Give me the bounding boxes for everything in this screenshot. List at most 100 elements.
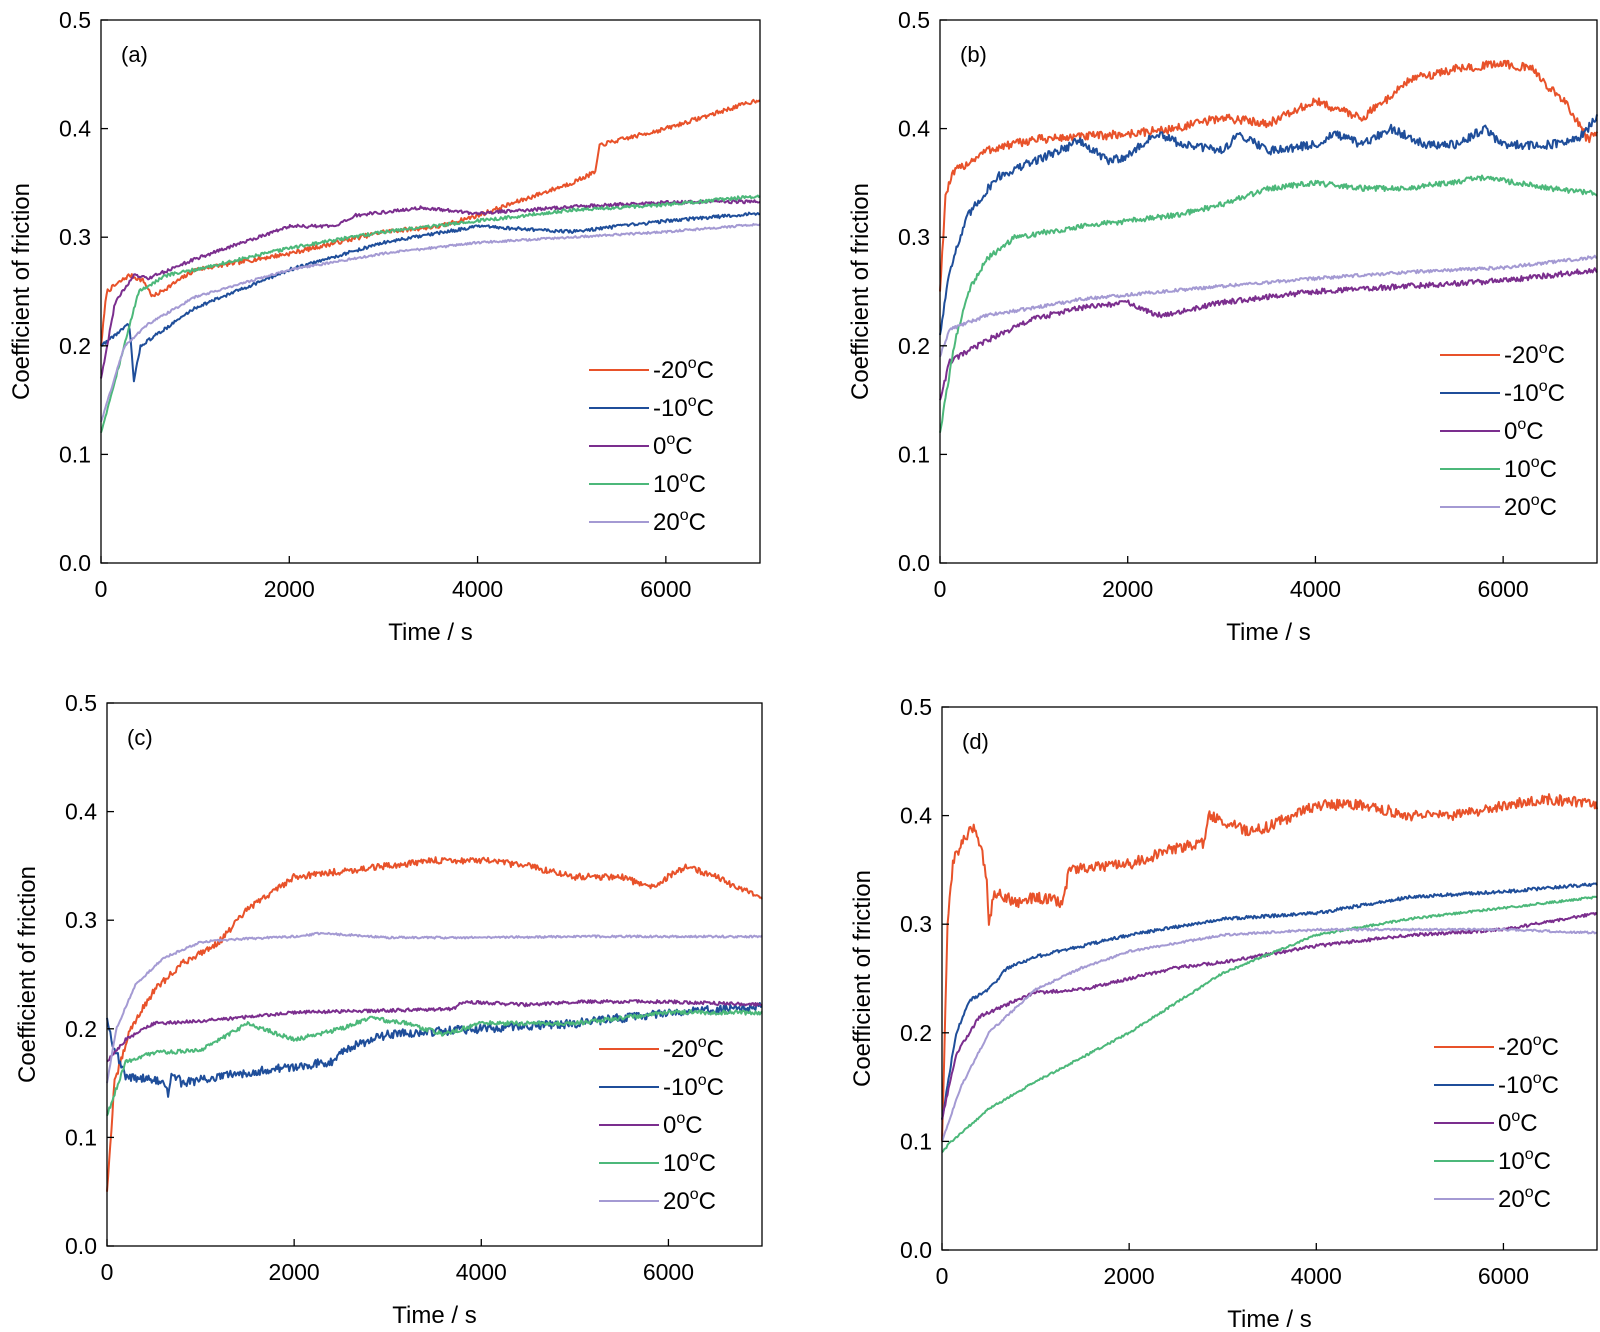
plot-frame (941, 706, 1598, 1251)
x-axis-label: Time / s (388, 619, 472, 646)
legend-entry: -20oC (1498, 1032, 1559, 1061)
legend-entry: 0oC (1504, 416, 1544, 445)
x-tick-label: 6000 (1478, 1263, 1529, 1289)
y-tick-label: 0.0 (59, 550, 91, 576)
y-tick-label: 0.3 (65, 907, 97, 933)
y-tick-label: 0.2 (898, 333, 930, 359)
y-tick-label: 0.5 (898, 7, 930, 33)
y-axis-label: Coefficient of friction (847, 183, 874, 400)
legend-entry: -10oC (1504, 378, 1565, 407)
legend-entry: 0oC (663, 1110, 703, 1139)
y-tick-label: 0.4 (59, 116, 91, 142)
x-tick-label: 4000 (1290, 576, 1341, 602)
panel-label: (c) (127, 725, 153, 750)
y-tick-label: 0.0 (900, 1237, 932, 1263)
y-tick-label: 0.5 (59, 7, 91, 33)
legend-entry: 20oC (1498, 1184, 1551, 1213)
legend: -20oC -10oC 0oC 10oC 20oC (1440, 340, 1565, 521)
x-tick-label: 4000 (1291, 1263, 1342, 1289)
legend-entry: 0oC (1498, 1108, 1538, 1137)
legend-entry: 20oC (653, 507, 706, 536)
legend-entry: 20oC (663, 1186, 716, 1215)
legend-entry: 0oC (653, 431, 693, 460)
legend-entry: 10oC (1504, 454, 1557, 483)
series-line-10 (106, 1009, 763, 1117)
y-tick-label: 0.4 (900, 803, 932, 829)
series-line-0 (106, 999, 763, 1063)
series-line--10 (101, 211, 761, 383)
legend: -20oC -10oC 0oC 10oC 20oC (589, 355, 714, 536)
series-line--20 (106, 856, 763, 1192)
x-tick-label: 6000 (640, 576, 691, 602)
legend-entry: -10oC (653, 393, 714, 422)
x-tick-label: 0 (934, 576, 947, 602)
x-tick-label: 2000 (269, 1259, 320, 1285)
legend-entry: -10oC (663, 1072, 724, 1101)
y-tick-label: 0.2 (65, 1016, 97, 1042)
legend-entry: -20oC (663, 1034, 724, 1063)
x-axis-label: Time / s (1227, 1306, 1311, 1332)
legend: -20oC -10oC 0oC 10oC 20oC (599, 1034, 724, 1215)
series-line-20 (100, 222, 761, 423)
y-tick-label: 0.0 (65, 1233, 97, 1259)
y-tick-label: 0.1 (59, 441, 91, 467)
series-line-0 (939, 267, 1598, 401)
y-tick-label: 0.4 (65, 799, 97, 825)
x-tick-label: 0 (101, 1259, 114, 1285)
x-tick-label: 2000 (1102, 576, 1153, 602)
y-axis-label: Coefficient of friction (849, 870, 876, 1087)
plot-frame (100, 19, 761, 564)
x-tick-label: 0 (95, 576, 108, 602)
panel-b: 0.0 0.1 0.2 0.3 0.4 0.5 0 2000 4000 6000 Time / s C… (847, 7, 1598, 646)
legend-entry: -20oC (653, 355, 714, 384)
x-tick-label: 4000 (456, 1259, 507, 1285)
y-tick-label: 0.3 (59, 224, 91, 250)
x-tick-label: 2000 (1104, 1263, 1155, 1289)
legend-entry: 10oC (653, 469, 706, 498)
legend-entry: -10oC (1498, 1070, 1559, 1099)
y-tick-label: 0.5 (65, 690, 97, 716)
x-tick-label: 2000 (264, 576, 315, 602)
legend-entry: -20oC (1504, 340, 1565, 369)
series-line--20 (939, 59, 1598, 292)
x-axis-label: Time / s (1226, 619, 1310, 646)
y-axis-label: Coefficient of friction (8, 183, 35, 400)
series-line--20 (941, 793, 1598, 1142)
series-line-20 (106, 931, 763, 1084)
series-line--10 (939, 114, 1598, 336)
y-tick-label: 0.2 (900, 1020, 932, 1046)
y-tick-label: 0.3 (898, 224, 930, 250)
y-tick-label: 0.4 (898, 116, 930, 142)
series-line-10 (939, 174, 1598, 433)
series-line-20 (941, 927, 1597, 1142)
y-axis-label: Coefficient of friction (14, 866, 41, 1083)
legend-entry: 20oC (1504, 492, 1557, 521)
panel-label: (b) (960, 42, 987, 67)
panel-d: 0.0 0.1 0.2 0.3 0.4 0.5 0 2000 4000 6000 Time / s C… (849, 694, 1598, 1332)
y-tick-label: 0.1 (900, 1128, 932, 1154)
series-line-20 (939, 254, 1597, 358)
y-tick-label: 0.1 (898, 441, 930, 467)
x-axis-label: Time / s (392, 1302, 476, 1329)
x-tick-label: 6000 (1478, 576, 1529, 602)
panel-c: 0.0 0.1 0.2 0.3 0.4 0.5 0 2000 4000 6000 Time / s C… (14, 690, 763, 1329)
legend-entry: 10oC (1498, 1146, 1551, 1175)
series-line-10 (941, 895, 1598, 1154)
y-tick-label: 0.2 (59, 333, 91, 359)
series-line--10 (941, 882, 1598, 1120)
series-line-10 (100, 194, 761, 434)
y-tick-label: 0.0 (898, 550, 930, 576)
x-tick-label: 0 (936, 1263, 949, 1289)
y-tick-label: 0.1 (65, 1124, 97, 1150)
plot-frame (939, 19, 1598, 564)
y-tick-label: 0.5 (900, 694, 932, 720)
legend-entry: 10oC (663, 1148, 716, 1177)
plot-frame (106, 702, 763, 1247)
panel-label: (d) (962, 729, 989, 754)
legend: -20oC -10oC 0oC 10oC 20oC (1434, 1032, 1559, 1213)
panel-label: (a) (121, 42, 148, 67)
x-tick-label: 6000 (643, 1259, 694, 1285)
y-tick-label: 0.3 (900, 911, 932, 937)
panel-a: 0.0 0.1 0.2 0.3 0.4 0.5 0 2000 4000 6000 Time / s C… (8, 7, 761, 646)
